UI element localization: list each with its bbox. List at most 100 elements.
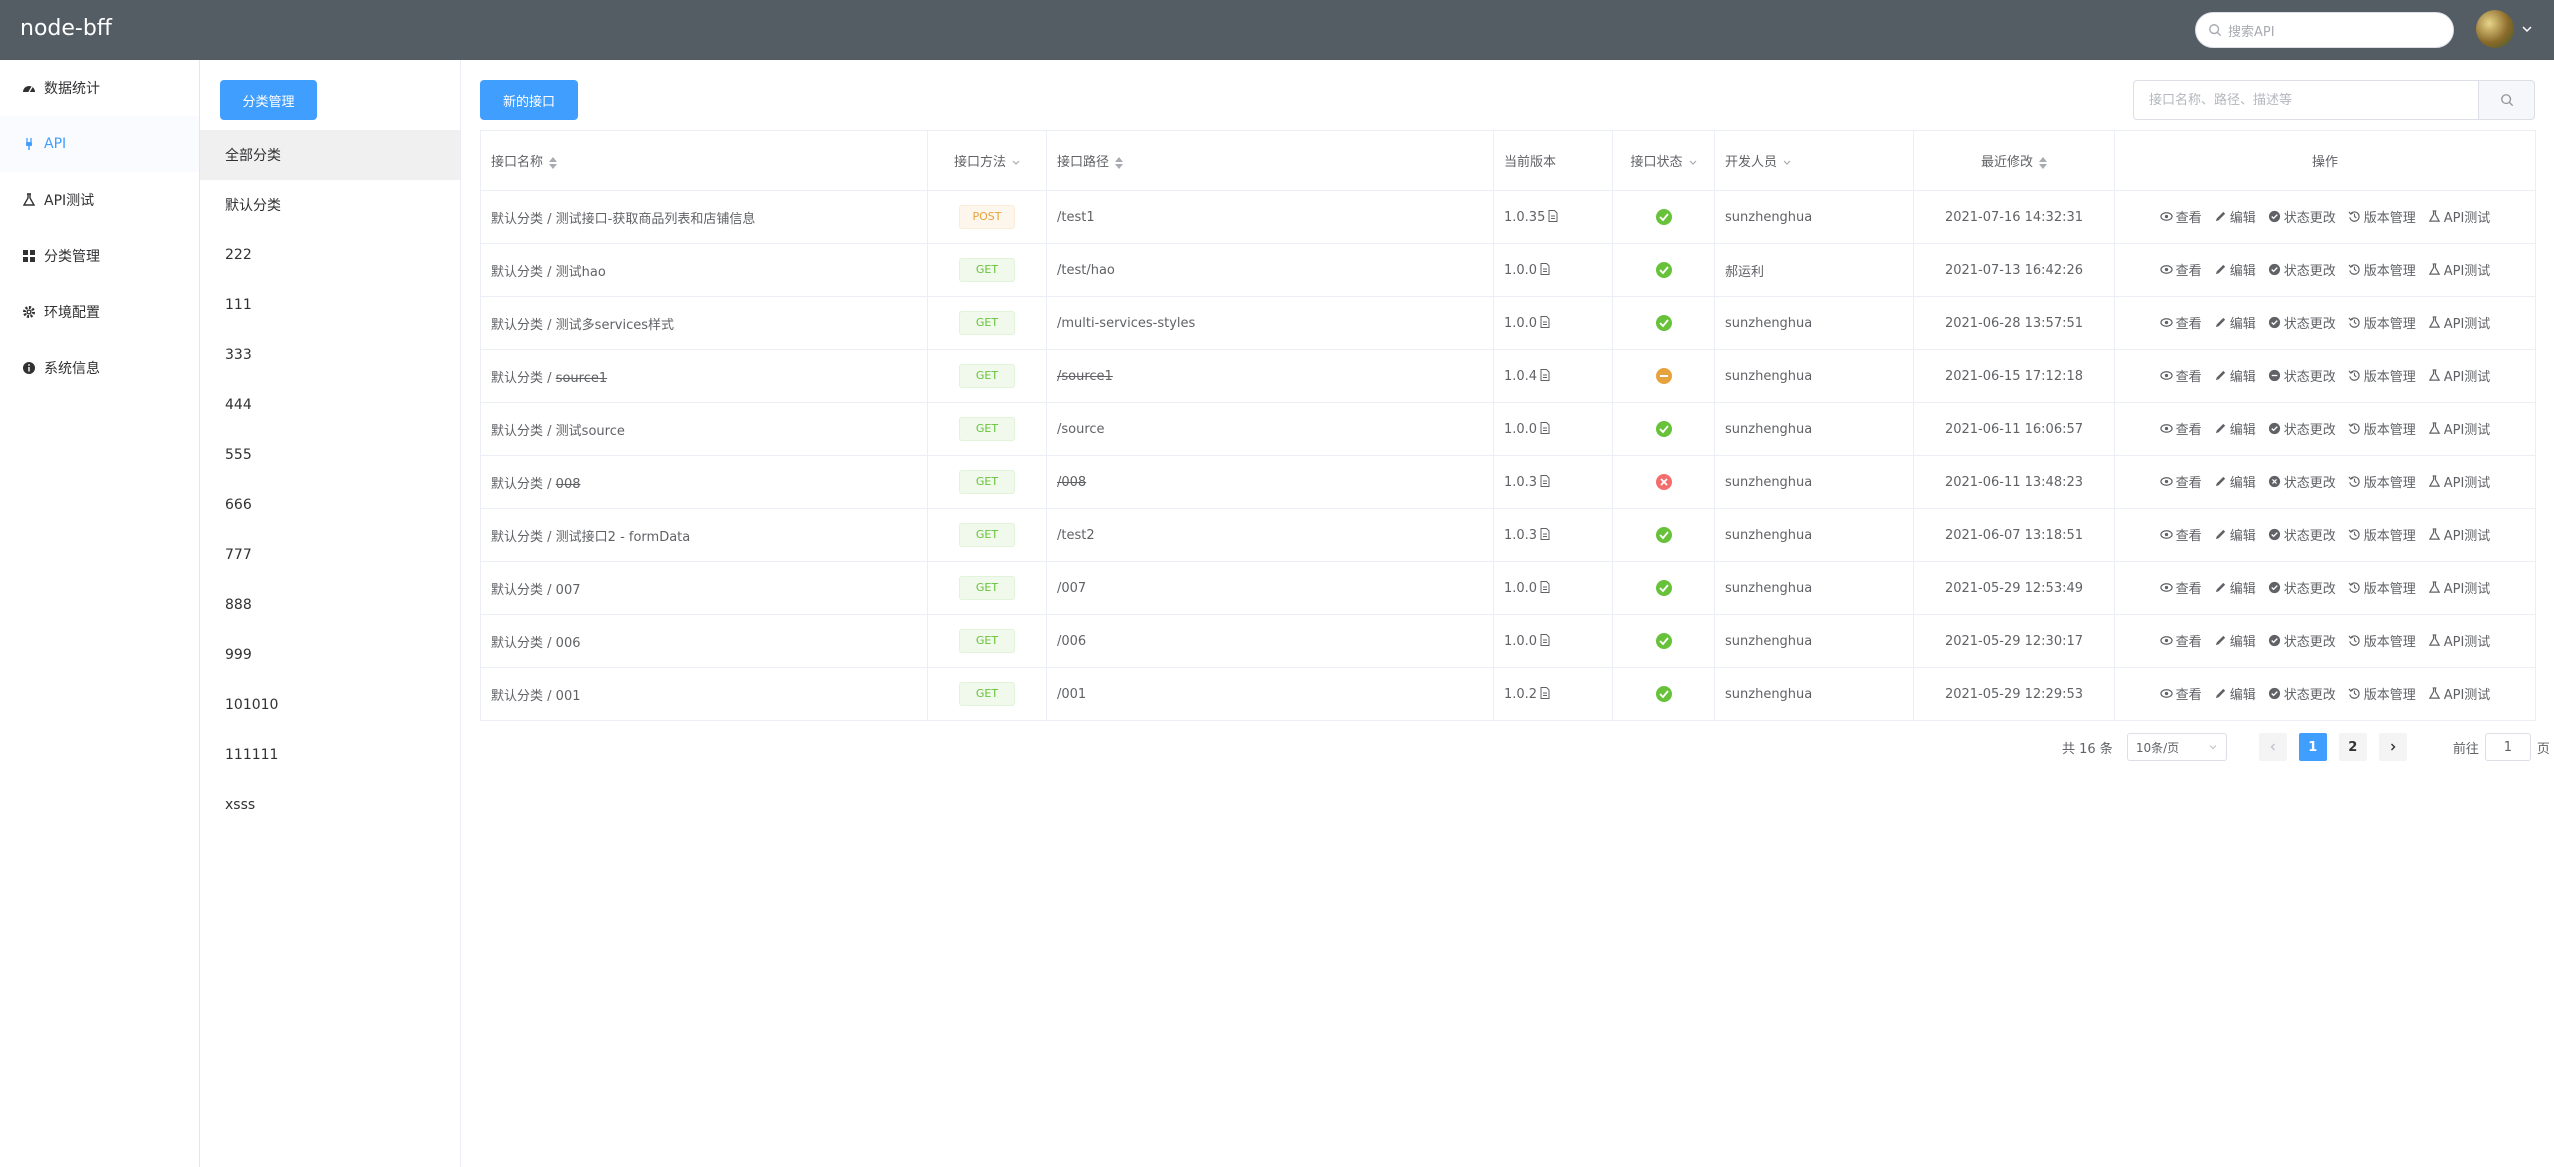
document-icon[interactable]	[1540, 527, 1550, 540]
sort-icon[interactable]	[2039, 156, 2047, 169]
versions-op-link[interactable]: 版本管理	[2348, 525, 2416, 544]
status-op-link[interactable]: 状态更改	[2268, 578, 2336, 597]
document-icon[interactable]	[1540, 633, 1550, 646]
test-op-link[interactable]: API测试	[2428, 419, 2490, 438]
edit-op-link[interactable]: 编辑	[2214, 578, 2256, 597]
category-manage-button[interactable]: 分类管理	[220, 80, 317, 120]
page-button[interactable]: 2	[2338, 733, 2367, 761]
row-name[interactable]: 007	[555, 582, 581, 598]
row-name[interactable]: 测试接口2 - formData	[555, 529, 691, 545]
view-op-link[interactable]: 查看	[2159, 419, 2202, 438]
status-op-link[interactable]: 状态更改	[2268, 525, 2336, 544]
category-item[interactable]: 666	[225, 497, 252, 513]
versions-op-link[interactable]: 版本管理	[2348, 472, 2416, 491]
status-op-link[interactable]: 状态更改	[2268, 260, 2336, 279]
test-op-link[interactable]: API测试	[2428, 366, 2490, 385]
new-api-button[interactable]: 新的接口	[480, 80, 578, 120]
table-row[interactable]: 默认分类 / 测试hao GET /test/hao 1.0.0 郝运利 202…	[480, 243, 2536, 297]
edit-op-link[interactable]: 编辑	[2214, 419, 2256, 438]
test-op-link[interactable]: API测试	[2428, 260, 2490, 279]
category-item[interactable]: 888	[225, 597, 252, 613]
category-item[interactable]: 777	[225, 547, 252, 563]
test-op-link[interactable]: API测试	[2428, 472, 2490, 491]
sort-icon[interactable]	[1115, 156, 1124, 169]
document-icon[interactable]	[1540, 262, 1550, 275]
status-op-link[interactable]: 状态更改	[2268, 684, 2336, 703]
document-icon[interactable]	[1548, 209, 1558, 222]
app-title[interactable]: node-bff	[20, 16, 112, 41]
edit-op-link[interactable]: 编辑	[2214, 313, 2256, 332]
view-op-link[interactable]: 查看	[2159, 366, 2202, 385]
status-op-link[interactable]: 状态更改	[2268, 472, 2336, 491]
filter-icon[interactable]	[1012, 157, 1020, 169]
filter-icon[interactable]	[1689, 157, 1697, 169]
versions-op-link[interactable]: 版本管理	[2348, 207, 2416, 226]
test-op-link[interactable]: API测试	[2428, 207, 2490, 226]
versions-op-link[interactable]: 版本管理	[2348, 684, 2416, 703]
edit-op-link[interactable]: 编辑	[2214, 472, 2256, 491]
edit-op-link[interactable]: 编辑	[2214, 260, 2256, 279]
view-op-link[interactable]: 查看	[2159, 260, 2202, 279]
view-op-link[interactable]: 查看	[2159, 631, 2202, 650]
test-op-link[interactable]: API测试	[2428, 578, 2490, 597]
status-op-link[interactable]: 状态更改	[2268, 207, 2336, 226]
category-item[interactable]: 999	[225, 647, 252, 663]
header-name[interactable]: 接口名称	[480, 130, 928, 191]
category-item[interactable]: 333	[225, 347, 252, 363]
view-op-link[interactable]: 查看	[2159, 578, 2202, 597]
status-op-link[interactable]: 状态更改	[2268, 419, 2336, 438]
status-op-link[interactable]: 状态更改	[2268, 631, 2336, 650]
api-search-button[interactable]	[2478, 80, 2535, 120]
versions-op-link[interactable]: 版本管理	[2348, 366, 2416, 385]
category-item[interactable]: 111	[225, 297, 252, 313]
document-icon[interactable]	[1540, 580, 1550, 593]
row-name[interactable]: 008	[555, 476, 581, 492]
edit-op-link[interactable]: 编辑	[2214, 366, 2256, 385]
page-size-select[interactable]: 10条/页	[2126, 733, 2227, 761]
table-row[interactable]: 默认分类 / 001 GET /001 1.0.2 sunzhenghua 20…	[480, 667, 2536, 721]
view-op-link[interactable]: 查看	[2159, 207, 2202, 226]
chevron-down-icon[interactable]	[2520, 22, 2534, 36]
table-row[interactable]: 默认分类 / 测试接口-获取商品列表和店铺信息 POST /test1 1.0.…	[480, 190, 2536, 244]
versions-op-link[interactable]: 版本管理	[2348, 260, 2416, 279]
view-op-link[interactable]: 查看	[2159, 313, 2202, 332]
sidebar-item-4[interactable]: 环境配置	[0, 284, 199, 340]
table-row[interactable]: 默认分类 / 006 GET /006 1.0.0 sunzhenghua 20…	[480, 614, 2536, 668]
goto-page-input[interactable]: 1	[2484, 733, 2531, 761]
test-op-link[interactable]: API测试	[2428, 525, 2490, 544]
filter-icon[interactable]	[1783, 157, 1791, 169]
test-op-link[interactable]: API测试	[2428, 313, 2490, 332]
versions-op-link[interactable]: 版本管理	[2348, 313, 2416, 332]
header-developer[interactable]: 开发人员	[1714, 130, 1914, 191]
document-icon[interactable]	[1540, 474, 1550, 487]
document-icon[interactable]	[1540, 421, 1550, 434]
test-op-link[interactable]: API测试	[2428, 684, 2490, 703]
table-row[interactable]: 默认分类 / source1 GET /source1 1.0.4 sunzhe…	[480, 349, 2536, 403]
edit-op-link[interactable]: 编辑	[2214, 207, 2256, 226]
status-op-link[interactable]: 状态更改	[2268, 366, 2336, 385]
category-item[interactable]: 444	[225, 397, 252, 413]
global-search-input[interactable]: 搜索API	[2195, 12, 2454, 48]
table-row[interactable]: 默认分类 / 测试接口2 - formData GET /test2 1.0.3…	[480, 508, 2536, 562]
table-row[interactable]: 默认分类 / 008 GET /008 1.0.3 sunzhenghua 20…	[480, 455, 2536, 509]
sidebar-item-2[interactable]: API测试	[0, 172, 199, 228]
category-item[interactable]: 默认分类	[225, 198, 281, 214]
page-button[interactable]: 1	[2298, 733, 2327, 761]
sidebar-item-1[interactable]: API	[0, 116, 199, 172]
test-op-link[interactable]: API测试	[2428, 631, 2490, 650]
table-row[interactable]: 默认分类 / 测试source GET /source 1.0.0 sunzhe…	[480, 402, 2536, 456]
header-method[interactable]: 接口方法	[927, 130, 1047, 191]
category-item[interactable]: 555	[225, 447, 252, 463]
document-icon[interactable]	[1540, 315, 1550, 328]
row-name[interactable]: 001	[555, 688, 581, 704]
status-op-link[interactable]: 状态更改	[2268, 313, 2336, 332]
versions-op-link[interactable]: 版本管理	[2348, 578, 2416, 597]
category-item[interactable]: 全部分类	[200, 130, 460, 180]
view-op-link[interactable]: 查看	[2159, 472, 2202, 491]
row-name[interactable]: 测试hao	[555, 264, 606, 280]
row-name[interactable]: 测试source	[555, 423, 625, 439]
sort-icon[interactable]	[549, 156, 558, 169]
table-row[interactable]: 默认分类 / 测试多services样式 GET /multi-services…	[480, 296, 2536, 350]
category-item[interactable]: 111111	[225, 747, 279, 763]
sidebar-item-5[interactable]: 系统信息	[0, 340, 199, 396]
